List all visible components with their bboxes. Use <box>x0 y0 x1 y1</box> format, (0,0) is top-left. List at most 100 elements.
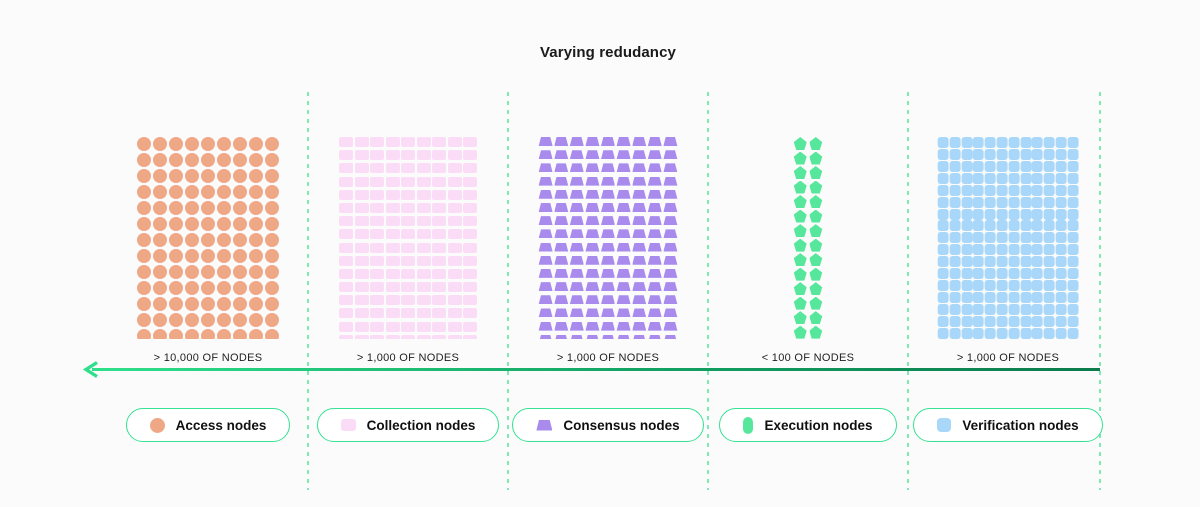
collection-node-cell <box>432 163 446 174</box>
verification-node-cell <box>937 148 949 160</box>
verification-node-cell <box>1055 220 1067 232</box>
collection-node-cell <box>447 321 462 332</box>
consensus-node-cell <box>647 242 662 252</box>
collection-node-cell <box>339 202 353 213</box>
verification-node-cell <box>1067 196 1079 208</box>
consensus-node-cell <box>585 282 600 292</box>
consensus-node-cell <box>585 150 600 160</box>
collection-node-cell <box>416 189 431 200</box>
verification-node-cell <box>996 280 1008 292</box>
verification-node-cell <box>937 172 949 184</box>
consensus-node-cell <box>554 334 569 339</box>
access-node-cell <box>217 137 231 151</box>
collection-node-cell <box>432 176 446 187</box>
access-node-cell <box>233 233 247 247</box>
collection-node-grid <box>339 137 477 339</box>
verification-node-cell <box>973 256 985 268</box>
collection-node-cell <box>463 268 477 279</box>
consensus-node-cell <box>647 334 662 339</box>
collection-node-cell <box>463 202 477 213</box>
collection-node-cell <box>339 189 353 200</box>
verification-node-cell <box>973 280 985 292</box>
collection-node-cell <box>354 282 369 293</box>
collection-node-cell <box>385 321 400 332</box>
access-node-cell <box>201 313 215 327</box>
collection-node-cell <box>354 308 369 319</box>
collection-node-cell <box>370 176 384 187</box>
verification-node-cell <box>996 244 1008 256</box>
collection-node-cell <box>370 202 384 213</box>
consensus-node-cell <box>616 216 631 226</box>
collection-node-cell <box>385 163 400 174</box>
verification-node-cell <box>1055 292 1067 304</box>
consensus-node-cell <box>601 229 615 239</box>
consensus-node-cell <box>632 295 647 305</box>
access-node-cell <box>233 281 247 295</box>
access-node-cell <box>153 185 167 199</box>
verification-node-cell <box>1067 208 1079 220</box>
section-divider <box>307 92 309 490</box>
access-node-cell <box>233 153 247 167</box>
access-node-cell <box>233 297 247 311</box>
access-node-cell <box>249 281 263 295</box>
access-node-cell <box>153 265 167 279</box>
consensus-node-cell <box>632 334 647 339</box>
execution-node-cell <box>793 311 807 325</box>
verification-node-cell <box>1043 196 1055 208</box>
access-node-cell <box>201 169 215 183</box>
consensus-node-cell <box>538 176 553 186</box>
access-node-cell <box>217 249 231 263</box>
verification-node-cell <box>1020 244 1032 256</box>
verification-node-cell <box>1043 268 1055 280</box>
verification-node-cell <box>949 184 961 196</box>
consensus-node-cell <box>554 176 569 186</box>
collection-node-cell <box>401 176 415 187</box>
access-node-cell <box>217 153 231 167</box>
access-node-cell <box>201 233 215 247</box>
access-node-cell <box>249 217 263 231</box>
collection-node-cell <box>432 268 446 279</box>
verification-node-cell <box>937 208 949 220</box>
access-node-cell <box>185 233 199 247</box>
access-node-cell <box>169 217 183 231</box>
consensus-node-cell <box>601 202 615 212</box>
consensus-node-cell <box>663 268 678 278</box>
verification-node-cell <box>949 244 961 256</box>
verification-node-cell <box>1067 280 1079 292</box>
verification-node-cell <box>996 172 1008 184</box>
verification-node-cell <box>996 208 1008 220</box>
access-node-cell <box>265 265 279 279</box>
access-node-cell <box>233 185 247 199</box>
collection-node-cell <box>463 150 477 161</box>
consensus-node-cell <box>569 189 584 199</box>
access-node-cell <box>169 329 183 339</box>
verification-node-cell <box>961 220 973 232</box>
access-node-cell <box>217 217 231 231</box>
collection-node-cell <box>385 255 400 266</box>
access-node-cell <box>185 217 199 231</box>
verification-node-cell <box>937 315 949 327</box>
legend-pill-execution: Execution nodes <box>719 408 897 442</box>
verification-node-cell <box>1008 184 1020 196</box>
verification-node-cell <box>996 220 1008 232</box>
consensus-node-cell <box>647 189 662 199</box>
collection-node-cell <box>370 163 384 174</box>
collection-node-cell <box>416 216 431 227</box>
collection-node-cell <box>416 321 431 332</box>
verification-node-cell <box>984 327 996 339</box>
collection-node-cell <box>370 321 384 332</box>
consensus-node-cell <box>647 163 662 173</box>
consensus-node-cell <box>585 176 600 186</box>
consensus-node-cell <box>569 255 584 265</box>
collection-node-cell <box>385 242 400 253</box>
consensus-node-cell <box>616 176 631 186</box>
verification-node-cell <box>1043 280 1055 292</box>
consensus-node-cell <box>616 308 631 318</box>
verification-node-cell <box>996 327 1008 339</box>
collection-node-cell <box>416 176 431 187</box>
section-execution: < 100 OF NODES Execution nodes <box>708 0 908 507</box>
verification-node-cell <box>1055 315 1067 327</box>
access-node-cell <box>233 137 247 151</box>
verification-node-cell <box>973 220 985 232</box>
consensus-node-cell <box>554 308 569 318</box>
